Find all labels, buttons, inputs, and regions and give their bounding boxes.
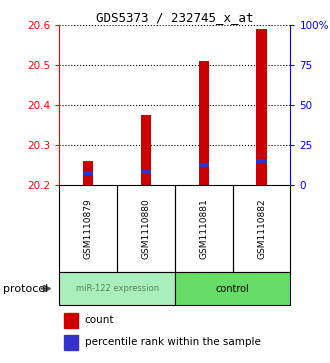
Text: GSM1110879: GSM1110879 bbox=[84, 198, 93, 259]
Bar bbox=[175, 185, 233, 272]
Bar bbox=[256, 159, 267, 163]
Bar bbox=[59, 272, 175, 305]
Bar bbox=[117, 185, 175, 272]
Text: GSM1110881: GSM1110881 bbox=[199, 198, 208, 259]
Text: GSM1110882: GSM1110882 bbox=[257, 198, 266, 259]
Bar bbox=[175, 272, 290, 305]
Text: miR-122 expression: miR-122 expression bbox=[76, 284, 159, 293]
Text: protocol: protocol bbox=[3, 284, 49, 294]
Bar bbox=[199, 163, 209, 167]
Bar bbox=[83, 171, 93, 175]
Text: count: count bbox=[85, 315, 114, 325]
Bar bbox=[83, 161, 93, 185]
Bar bbox=[141, 170, 151, 174]
Bar bbox=[233, 185, 290, 272]
Text: GSM1110880: GSM1110880 bbox=[142, 198, 150, 259]
Text: percentile rank within the sample: percentile rank within the sample bbox=[85, 337, 261, 347]
Bar bbox=[59, 185, 117, 272]
Bar bbox=[199, 61, 209, 185]
Title: GDS5373 / 232745_x_at: GDS5373 / 232745_x_at bbox=[96, 11, 254, 24]
Text: control: control bbox=[216, 284, 249, 294]
Bar bbox=[64, 335, 78, 350]
Bar bbox=[64, 313, 78, 328]
Bar bbox=[141, 115, 151, 185]
Bar bbox=[256, 29, 267, 185]
